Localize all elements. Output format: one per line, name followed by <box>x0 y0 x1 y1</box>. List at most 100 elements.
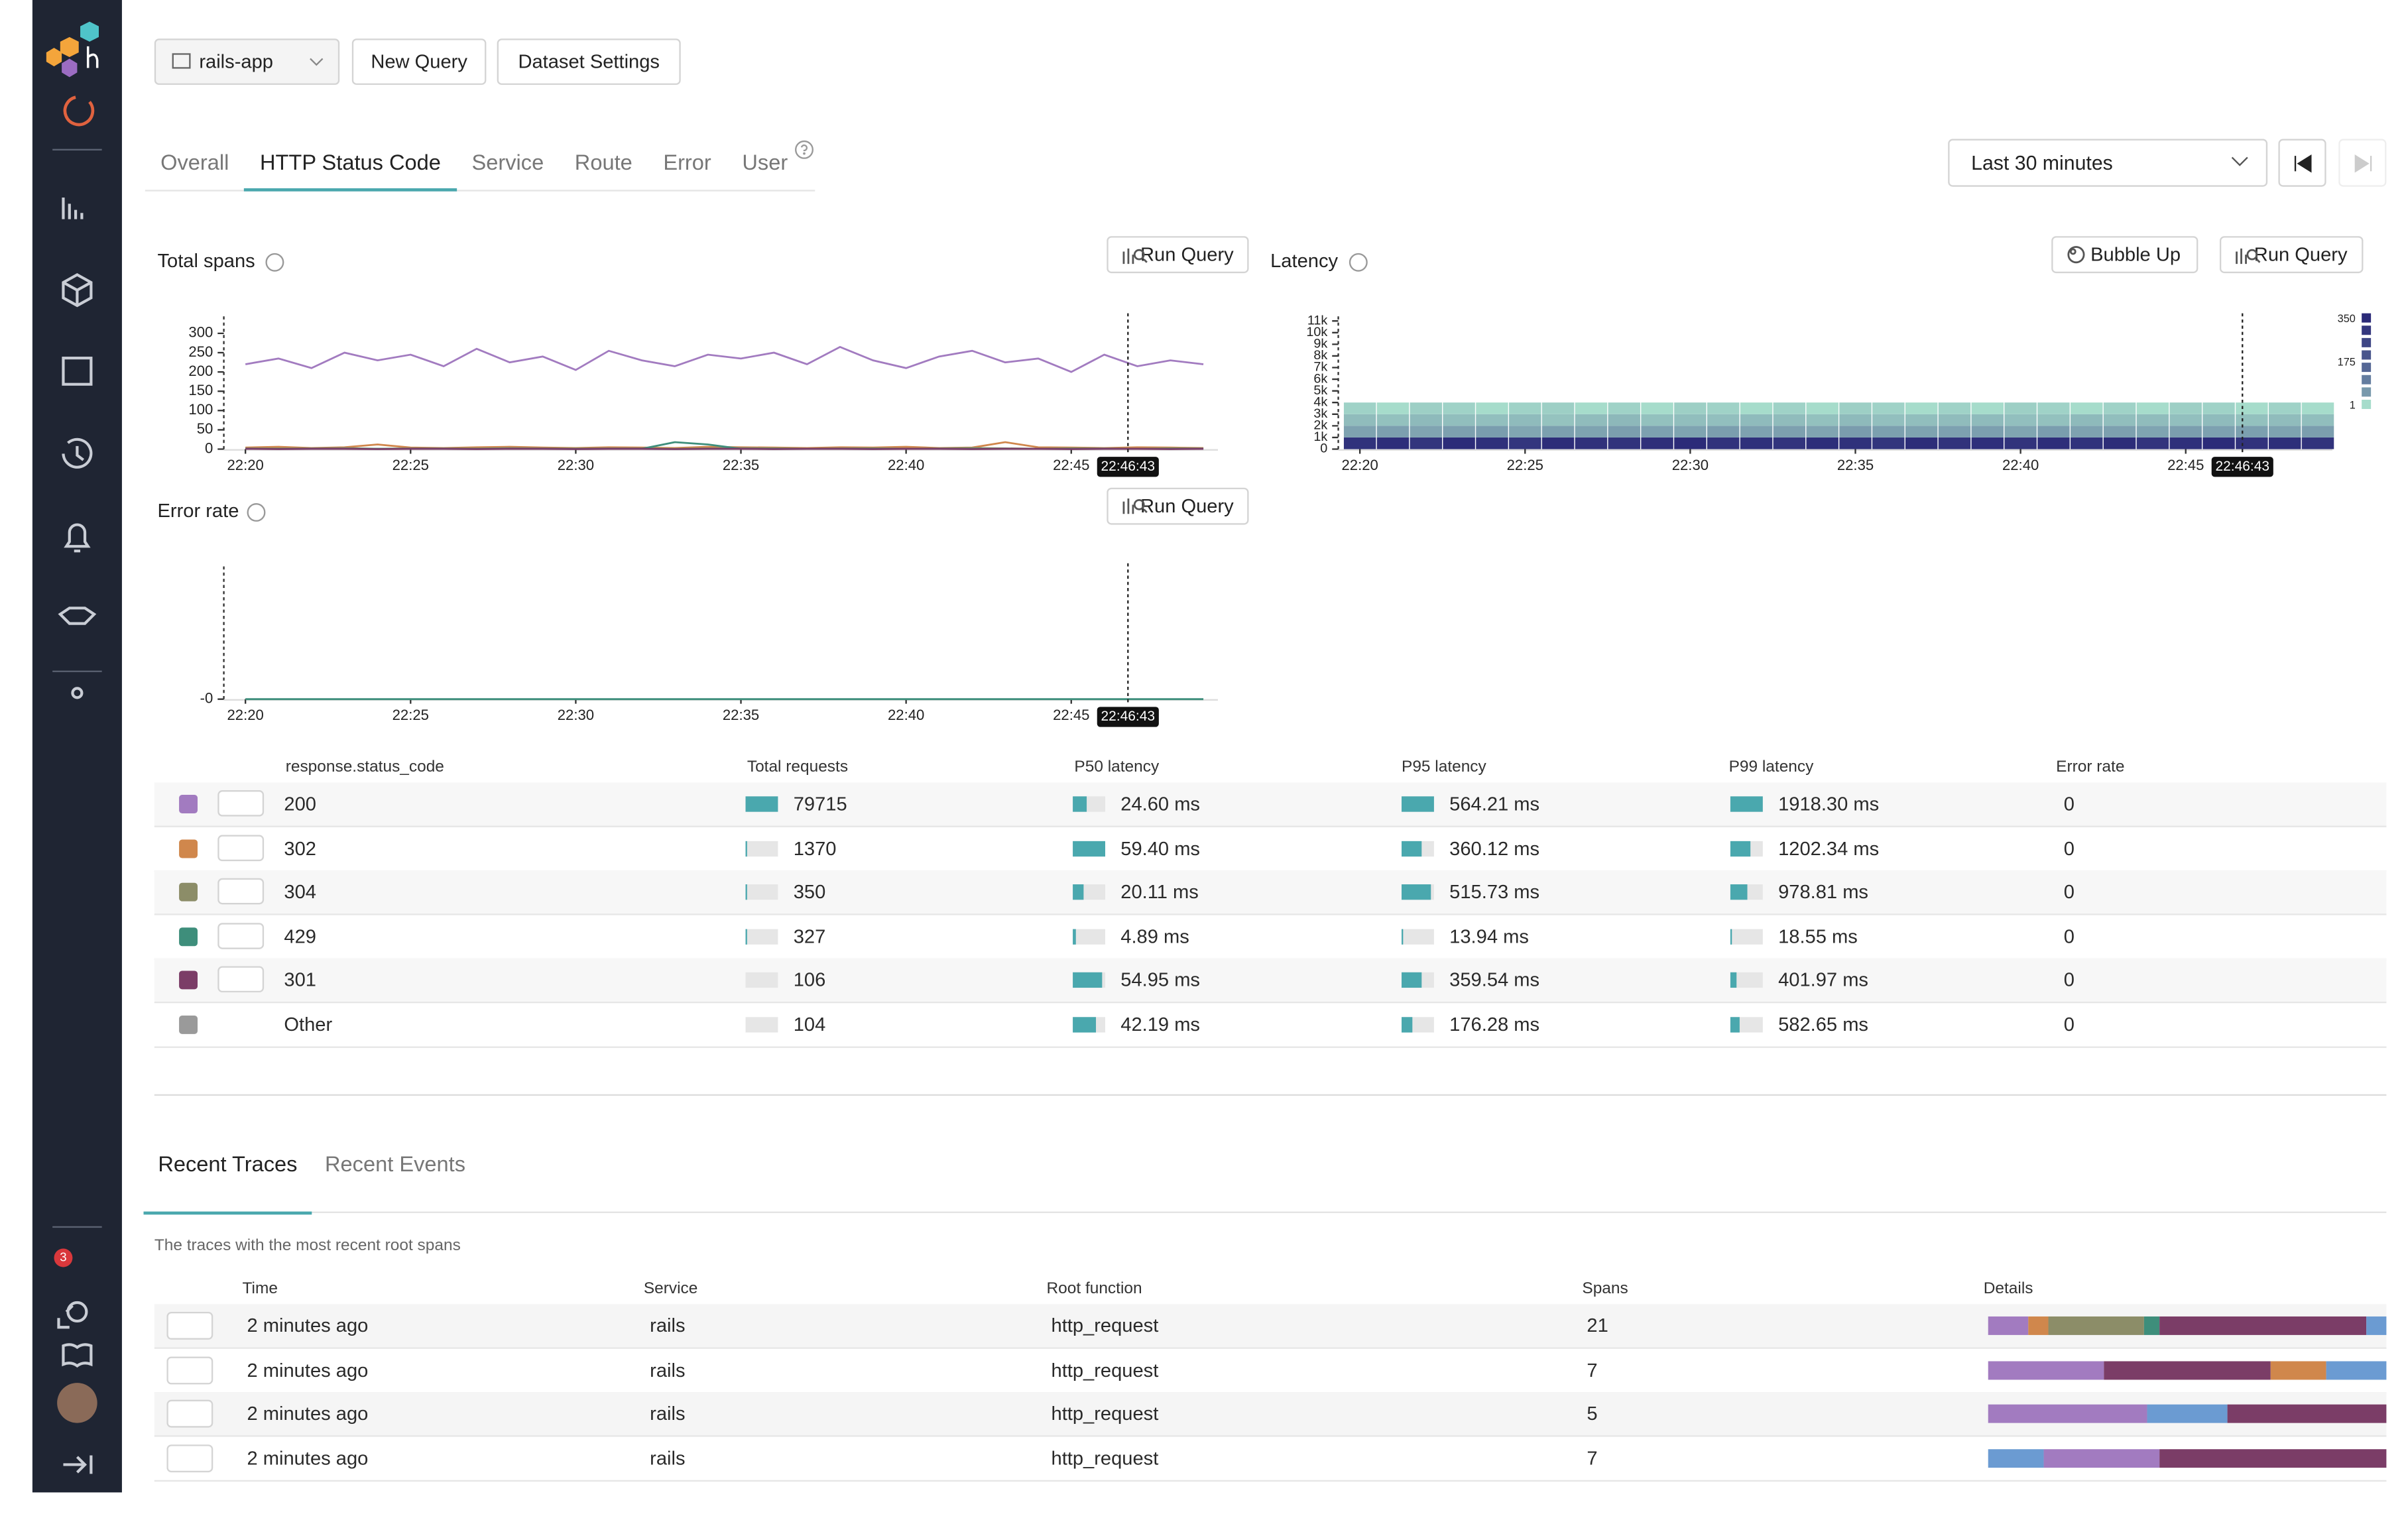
cell-value: 176.28 ms <box>1449 1013 1540 1035</box>
slos-icon[interactable] <box>58 607 97 625</box>
step-forward-button[interactable] <box>2338 139 2387 187</box>
heat-cell <box>1608 437 1640 449</box>
panel-title: Total spans <box>157 250 255 272</box>
trace-spans: 7 <box>1587 1358 1598 1381</box>
row-actions-button[interactable] <box>217 966 265 993</box>
tab[interactable]: Error <box>663 149 711 175</box>
row-actions-button[interactable] <box>217 878 265 905</box>
trace-row[interactable]: 2 minutes ago rails http_request 7 <box>154 1436 2387 1481</box>
heat-cell <box>1608 414 1640 426</box>
x-tick-label: 22:35 <box>1837 457 1874 473</box>
trace-segment <box>2147 1404 2228 1423</box>
trace-root: http_request <box>1051 1403 1159 1425</box>
heat-cell <box>1707 414 1740 426</box>
tab[interactable]: Overall <box>160 149 229 175</box>
mini-bar <box>1730 884 1747 900</box>
heat-cell <box>2071 437 2103 449</box>
collapse-icon[interactable] <box>63 1455 93 1474</box>
y-tick-label: 9k <box>1313 337 1327 351</box>
heat-cell <box>1509 402 1541 414</box>
heat-cell <box>2037 437 2070 449</box>
column-header: P95 latency <box>1402 758 1486 777</box>
docs-icon[interactable] <box>62 1343 93 1368</box>
tab[interactable]: Service <box>471 149 544 175</box>
triggers-icon[interactable] <box>64 523 91 553</box>
step-back-button[interactable] <box>2278 139 2326 187</box>
heat-cell <box>2037 414 2070 426</box>
heat-cell <box>1376 437 1410 449</box>
mini-bar <box>1073 1016 1096 1032</box>
tab[interactable]: User <box>742 149 788 175</box>
heat-cell <box>2202 414 2235 426</box>
x-tick-label: 22:45 <box>2167 457 2204 473</box>
column-header: Service <box>643 1279 698 1299</box>
trace-spans: 7 <box>1587 1446 1598 1469</box>
trace-root: http_request <box>1051 1315 1159 1337</box>
logo <box>46 21 99 78</box>
tabs-help[interactable] <box>794 139 815 161</box>
dataset-select[interactable]: rails-app <box>154 38 340 86</box>
heat-cell <box>1839 402 1872 414</box>
heat-cell <box>2236 437 2268 449</box>
new-query-button[interactable]: New Query <box>351 38 487 86</box>
boards-icon[interactable] <box>62 357 93 386</box>
run-query-button[interactable]: Run Query <box>1107 236 1249 274</box>
trace-segment <box>1988 1316 2028 1335</box>
trace-row[interactable]: 2 minutes ago rails http_request 5 <box>154 1392 2387 1437</box>
trace-row[interactable]: 2 minutes ago rails http_request 21 <box>154 1304 2387 1349</box>
heat-cell <box>2236 414 2268 426</box>
tab[interactable]: Route <box>574 149 632 175</box>
datasets-icon[interactable] <box>62 273 93 308</box>
trace-spans: 21 <box>1587 1315 1608 1337</box>
status-ring[interactable] <box>63 95 95 127</box>
heat-cell <box>1476 402 1508 414</box>
cell-value: 401.97 ms <box>1778 969 1869 991</box>
team-icon[interactable] <box>71 687 84 699</box>
heat-cell <box>1476 414 1508 426</box>
mini-bar <box>1073 884 1084 900</box>
heat-cell <box>1376 402 1410 414</box>
scale-swatch <box>2362 375 2372 384</box>
color-swatch <box>179 1014 198 1033</box>
help-icon[interactable] <box>66 1301 88 1323</box>
history-icon[interactable] <box>62 438 93 469</box>
heat-cell <box>1806 437 1838 449</box>
dataset-select-icons <box>172 53 324 69</box>
y-tick-label: 5k <box>1313 383 1327 398</box>
run-query-button[interactable]: Run Query <box>2219 236 2364 274</box>
x-tick-label: 22:25 <box>1507 457 1543 473</box>
cell-value: 359.54 ms <box>1449 969 1540 991</box>
mini-bar <box>1402 972 1423 988</box>
cell-value: 582.65 ms <box>1778 1013 1869 1035</box>
scale-swatch <box>2362 387 2372 397</box>
heat-cell <box>1773 426 1806 438</box>
heat-cell <box>1773 402 1806 414</box>
heat-cell <box>1740 414 1773 426</box>
tab-recent-traces[interactable]: Recent Traces <box>143 1138 312 1215</box>
series-line <box>245 345 1204 373</box>
column-header: P99 latency <box>1728 758 1814 777</box>
cell-value: 42.19 ms <box>1120 1013 1200 1035</box>
trace-row[interactable]: 2 minutes ago rails http_request 7 <box>154 1348 2387 1393</box>
heat-cell <box>2136 414 2169 426</box>
row-actions-button[interactable] <box>217 834 265 860</box>
heat-cell <box>1905 437 1938 449</box>
tab[interactable]: HTTP Status Code <box>244 136 457 192</box>
dataset-settings-button[interactable]: Dataset Settings <box>497 38 681 86</box>
heat-cell <box>1806 426 1838 438</box>
heat-cell <box>2268 437 2301 449</box>
x-tick-label: 22:20 <box>227 707 264 723</box>
bubble-up-button[interactable]: Bubble Up <box>2051 236 2198 274</box>
row-actions-button[interactable] <box>217 922 265 949</box>
run-query-button[interactable]: Run Query <box>1107 487 1249 525</box>
avatar[interactable] <box>57 1383 97 1423</box>
y-tick-label: 8k <box>1313 348 1327 363</box>
heat-cell <box>2071 414 2103 426</box>
query-icon[interactable] <box>62 198 84 219</box>
row-actions-button[interactable] <box>217 790 265 817</box>
tab-recent-events[interactable]: Recent Events <box>325 1151 466 1177</box>
time-range-select[interactable]: Last 30 minutes <box>1948 139 2268 187</box>
heat-cell <box>1443 402 1475 414</box>
scale-swatch <box>2362 313 2372 323</box>
mini-bar-track <box>745 928 778 944</box>
